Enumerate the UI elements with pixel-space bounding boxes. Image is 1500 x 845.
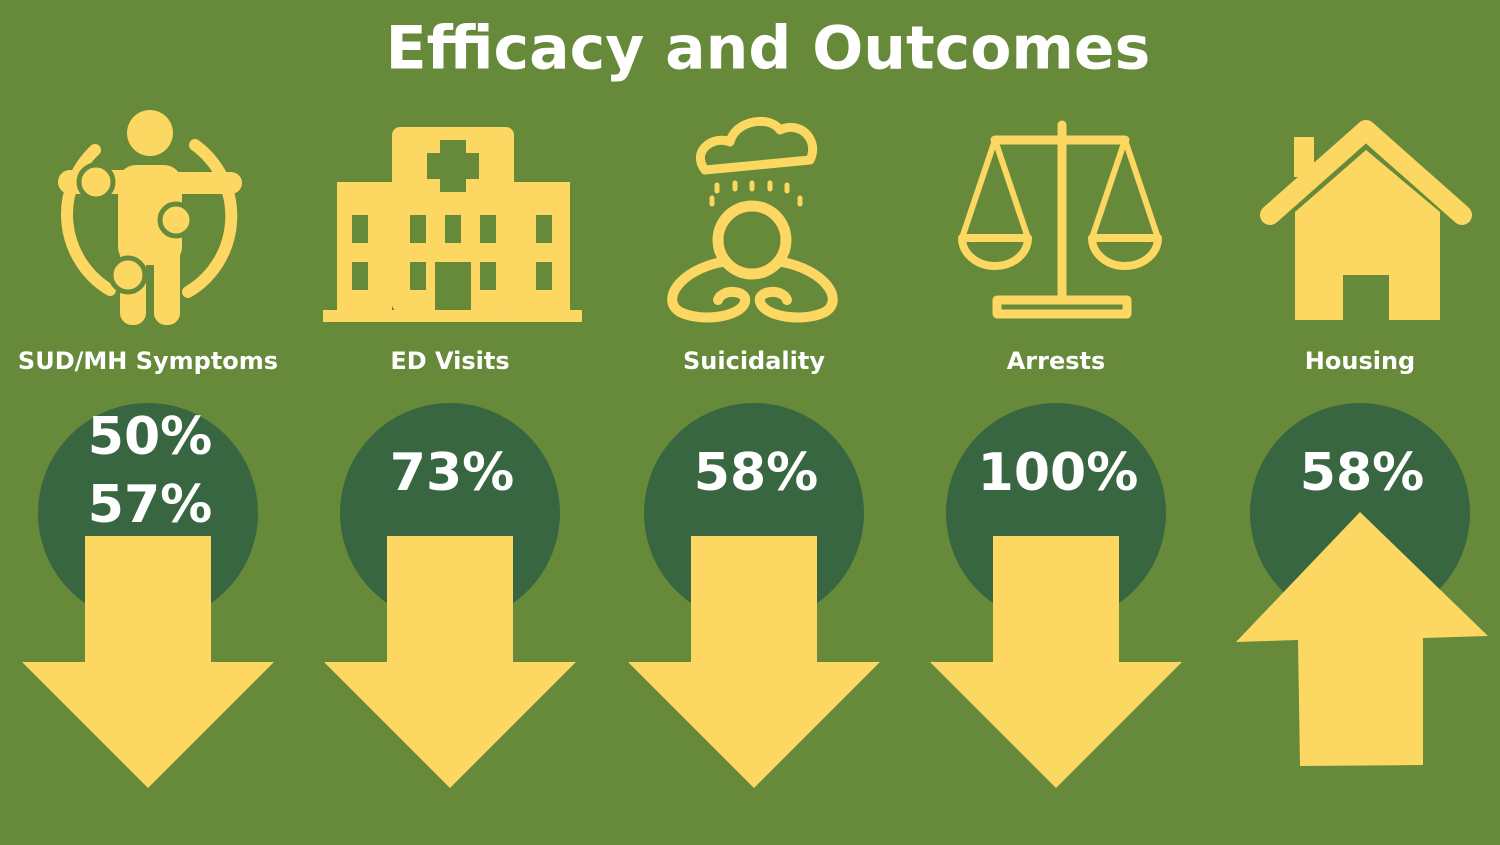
down-arrow [930,536,1182,788]
stat-value: 100% [978,443,1139,503]
house-icon [1260,120,1472,320]
item-label: Suicidality [683,347,825,375]
item-label: Housing [1305,347,1415,375]
item-label: ED Visits [390,347,509,375]
stat-value: 50% [88,407,212,467]
up-arrow [1236,512,1488,766]
symptoms-icon [58,110,242,325]
scales-icon [958,120,1162,319]
down-arrow [22,536,274,788]
stat-value: 73% [390,443,514,503]
hospital-icon [323,127,582,322]
stat-value: 57% [88,475,212,535]
stat-value: 58% [1300,443,1424,503]
down-arrow [628,536,880,788]
stat-value: 58% [694,443,818,503]
title: Efficacy and Outcomes [386,14,1151,84]
suicidality-icon [667,117,838,323]
item-label: Arrests [1007,347,1106,375]
down-arrow [324,536,576,788]
item-label: SUD/MH Symptoms [18,347,278,375]
